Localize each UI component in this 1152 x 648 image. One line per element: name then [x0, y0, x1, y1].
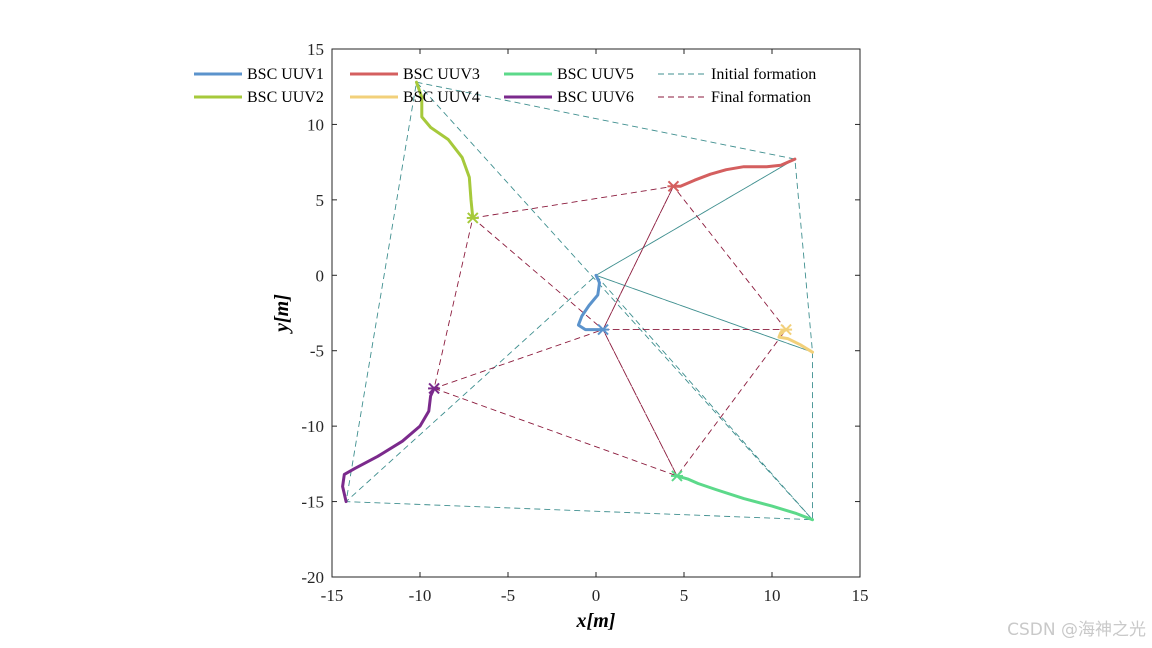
x-tick-label: 15	[852, 586, 869, 605]
series-bsc-uuv3	[671, 157, 797, 188]
legend-item-initial-formation: Initial formation	[658, 66, 816, 83]
legend-item-final-formation: Final formation	[658, 89, 811, 106]
y-tick-label: 15	[307, 40, 324, 59]
series-final-formation	[433, 185, 787, 477]
y-axis-label: y[m]	[271, 294, 293, 334]
legend-label: Final formation	[711, 89, 811, 106]
end-marker-bsc-uuv1	[597, 323, 610, 336]
legend-item-bsc-uuv6: BSC UUV6	[504, 89, 634, 106]
x-tick-label: 0	[592, 586, 601, 605]
end-marker-bsc-uuv3	[667, 180, 680, 192]
x-tick-label: 5	[680, 586, 689, 605]
legend-label: Initial formation	[711, 66, 816, 83]
y-tick-label: -20	[301, 568, 324, 587]
series-bsc-uuv2	[415, 80, 475, 220]
series-bsc-uuv4	[777, 328, 814, 354]
legend-label: BSC UUV3	[403, 66, 480, 83]
legend-label: BSC UUV2	[247, 89, 324, 106]
y-tick-label: -10	[301, 417, 324, 436]
legend-item-bsc-uuv3: BSC UUV3	[350, 66, 480, 83]
legend-item-bsc-uuv1: BSC UUV1	[194, 66, 324, 83]
end-marker-bsc-uuv4	[780, 323, 793, 336]
x-tick-label: -15	[321, 586, 344, 605]
legend-label: BSC UUV4	[403, 89, 480, 106]
x-tick-label: -5	[501, 586, 515, 605]
legend-item-bsc-uuv4: BSC UUV4	[350, 89, 480, 106]
plot-frame	[331, 48, 861, 578]
series-initial-formation	[345, 81, 813, 521]
y-tick-label: 10	[307, 115, 324, 134]
legend-label: BSC UUV5	[557, 66, 634, 83]
y-tick-label: -15	[301, 493, 324, 512]
watermark-text: CSDN @海神之光	[1007, 620, 1146, 640]
end-marker-bsc-uuv5	[670, 470, 683, 482]
x-tick-label: 10	[764, 586, 781, 605]
series-bsc-uuv1	[576, 273, 605, 332]
y-tick-label: 5	[316, 191, 325, 210]
legend-label: BSC UUV6	[557, 89, 634, 106]
series-bsc-uuv5	[675, 474, 814, 522]
legend-label: BSC UUV1	[247, 66, 324, 83]
legend-item-bsc-uuv2: BSC UUV2	[194, 89, 324, 106]
legend-item-bsc-uuv5: BSC UUV5	[504, 66, 634, 83]
y-tick-label: -5	[310, 342, 324, 361]
end-marker-bsc-uuv6	[428, 382, 441, 395]
x-tick-label: -10	[409, 586, 432, 605]
y-tick-label: 0	[316, 266, 325, 285]
series-bsc-uuv6	[341, 386, 436, 504]
end-marker-bsc-uuv2	[466, 212, 479, 224]
legend: BSC UUV1 BSC UUV2 BSC UUV3 BSC UUV4 BSC UUV5…	[194, 66, 816, 106]
x-axis-label: x[m]	[576, 610, 616, 632]
